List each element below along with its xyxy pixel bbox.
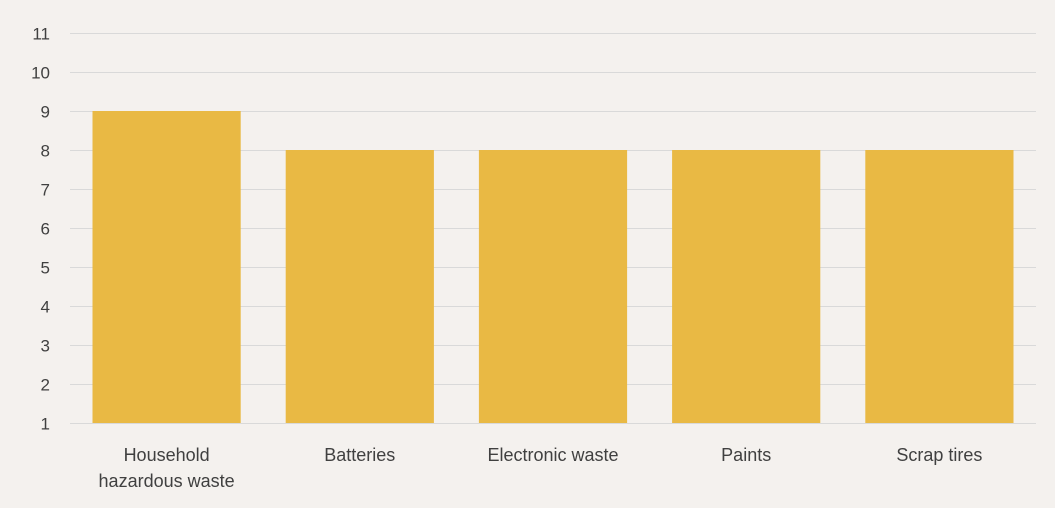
bar-3: [672, 150, 821, 423]
bar-2: [478, 150, 628, 423]
y-tick-label-11: 11: [32, 25, 50, 44]
y-tick-label-8: 8: [41, 142, 50, 161]
y-tick-label-10: 10: [31, 64, 50, 83]
y-tick-label-1: 1: [41, 415, 50, 434]
y-tick-label-5: 5: [41, 259, 50, 278]
y-tick-label-3: 3: [41, 337, 50, 356]
y-tick-label-7: 7: [41, 181, 50, 200]
y-tick-label-9: 9: [41, 103, 50, 122]
bar-4: [865, 150, 1014, 423]
x-category-label-3: Paints: [721, 445, 771, 465]
x-category-label-4: Scrap tires: [896, 445, 982, 465]
bars: [92, 111, 1014, 423]
x-category-label-0: Household hazardous waste: [99, 445, 235, 491]
x-category-label-2: Electronic waste: [487, 445, 618, 465]
y-axis-tick-labels: 1 2 3 4 5 6 7 8 9 10 11: [31, 25, 50, 434]
x-axis-category-labels: Household hazardous waste Batteries Electro…: [99, 445, 983, 491]
y-tick-label-4: 4: [41, 298, 50, 317]
bar-1: [285, 150, 434, 423]
x-category-label-1: Batteries: [324, 445, 395, 465]
y-tick-label-6: 6: [41, 220, 50, 239]
bar-0: [92, 111, 241, 423]
y-tick-label-2: 2: [41, 376, 50, 395]
